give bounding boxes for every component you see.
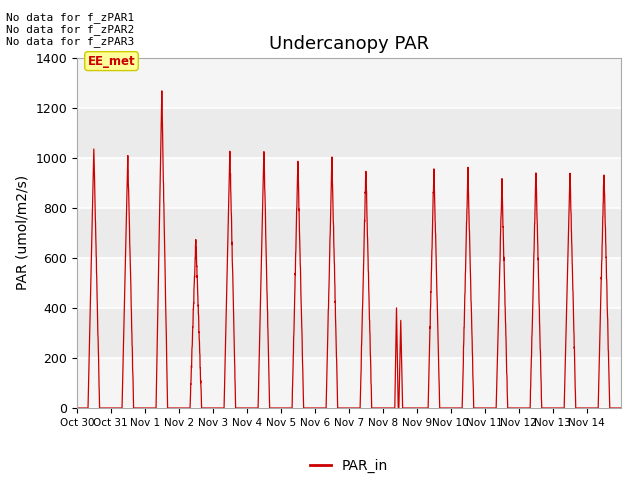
Bar <box>77 358 621 408</box>
Text: No data for f_zPAR1: No data for f_zPAR1 <box>6 12 134 23</box>
Bar <box>77 58 621 108</box>
Text: No data for f_zPAR2: No data for f_zPAR2 <box>6 24 134 35</box>
Bar <box>77 158 621 208</box>
Title: Undercanopy PAR: Undercanopy PAR <box>269 35 429 53</box>
Y-axis label: PAR (umol/m2/s): PAR (umol/m2/s) <box>15 175 29 290</box>
Bar <box>77 258 621 308</box>
Text: No data for f_zPAR3: No data for f_zPAR3 <box>6 36 134 47</box>
Legend: PAR_in: PAR_in <box>304 453 394 478</box>
Text: EE_met: EE_met <box>88 55 135 68</box>
